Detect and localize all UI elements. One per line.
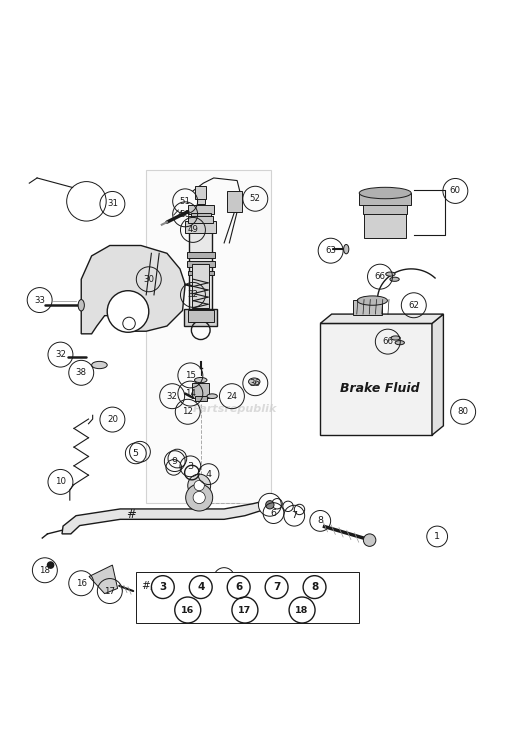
Circle shape (258, 494, 281, 516)
Circle shape (266, 500, 274, 509)
Text: 15: 15 (185, 371, 196, 380)
Circle shape (185, 484, 213, 511)
Text: 10: 10 (55, 478, 66, 486)
Ellipse shape (386, 272, 395, 276)
Polygon shape (432, 314, 443, 435)
Ellipse shape (344, 244, 349, 254)
Ellipse shape (92, 361, 107, 369)
Text: 31: 31 (107, 200, 118, 209)
Bar (192, 264, 209, 308)
Ellipse shape (357, 296, 388, 305)
Text: 32: 32 (188, 290, 199, 299)
Bar (187, 261, 215, 267)
Text: 63: 63 (325, 246, 336, 256)
Ellipse shape (395, 341, 404, 345)
Text: Brake Fluid: Brake Fluid (340, 382, 420, 395)
Text: 66: 66 (375, 272, 386, 281)
Bar (192, 383, 209, 398)
Text: 1: 1 (434, 532, 440, 541)
Text: 7: 7 (291, 511, 297, 520)
Bar (185, 221, 216, 233)
Ellipse shape (390, 277, 399, 281)
Text: 60: 60 (450, 187, 461, 196)
Text: 16: 16 (76, 579, 86, 587)
Circle shape (194, 480, 204, 491)
Text: #,: #, (141, 581, 153, 591)
Circle shape (107, 291, 149, 333)
Bar (353, 299, 382, 315)
Text: 24: 24 (227, 392, 238, 401)
Text: 16: 16 (181, 606, 194, 615)
Ellipse shape (249, 378, 260, 386)
Circle shape (193, 491, 205, 503)
Bar (188, 216, 213, 222)
Polygon shape (62, 497, 276, 534)
Bar (193, 218, 208, 226)
Text: 7: 7 (273, 582, 280, 592)
Text: 20: 20 (107, 415, 118, 424)
Ellipse shape (359, 187, 411, 199)
Bar (195, 186, 206, 199)
Bar (194, 395, 207, 401)
Bar (359, 193, 411, 206)
Ellipse shape (391, 336, 400, 340)
Bar (364, 212, 406, 237)
Text: 62: 62 (408, 301, 419, 310)
Text: 4: 4 (197, 582, 204, 592)
Text: 8: 8 (311, 582, 318, 592)
Text: 50: 50 (180, 210, 191, 218)
Text: Partsrepublik: Partsrepublik (192, 404, 277, 414)
Text: 33: 33 (34, 296, 45, 305)
Ellipse shape (207, 394, 217, 398)
Bar (187, 253, 215, 259)
Text: 66: 66 (382, 337, 393, 346)
Text: 6: 6 (270, 509, 277, 518)
Bar (191, 212, 210, 218)
Ellipse shape (194, 377, 207, 383)
Bar (136, 572, 359, 623)
Polygon shape (89, 565, 118, 593)
Bar (146, 170, 271, 503)
Bar (227, 191, 242, 212)
Text: 14: 14 (185, 389, 196, 398)
Text: 49: 49 (188, 225, 199, 234)
Bar (188, 271, 214, 275)
Bar (188, 205, 214, 214)
Text: 3: 3 (159, 582, 166, 592)
Text: 9: 9 (172, 457, 178, 466)
Circle shape (123, 318, 135, 330)
Text: 32: 32 (55, 350, 66, 359)
Text: 38: 38 (76, 368, 86, 377)
Text: 4: 4 (206, 469, 212, 479)
Bar (188, 311, 214, 322)
Circle shape (188, 474, 210, 497)
Text: 36: 36 (250, 379, 261, 388)
Text: 51: 51 (180, 197, 191, 206)
Ellipse shape (78, 299, 84, 311)
Bar (189, 230, 212, 311)
Text: 8: 8 (317, 516, 323, 525)
Text: 32: 32 (167, 392, 178, 401)
Bar (320, 324, 432, 435)
Circle shape (363, 534, 376, 547)
Text: 80: 80 (457, 407, 469, 417)
Text: 3: 3 (187, 462, 193, 471)
Bar (196, 199, 205, 204)
Bar (363, 204, 407, 214)
Bar (184, 309, 217, 326)
Text: 18: 18 (295, 606, 309, 615)
Text: 18: 18 (40, 565, 51, 575)
Text: 2: 2 (221, 574, 227, 583)
Circle shape (47, 562, 54, 569)
Text: 12: 12 (182, 407, 193, 417)
Text: 6: 6 (235, 582, 242, 592)
Polygon shape (320, 314, 443, 324)
Text: 52: 52 (250, 194, 261, 203)
Text: 30: 30 (143, 274, 154, 284)
Text: #: # (126, 507, 135, 521)
Text: 17: 17 (104, 587, 115, 596)
Text: 5: 5 (133, 449, 139, 458)
Text: 17: 17 (238, 606, 252, 615)
Polygon shape (81, 246, 185, 334)
